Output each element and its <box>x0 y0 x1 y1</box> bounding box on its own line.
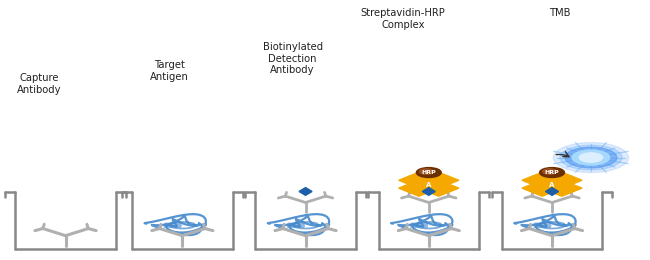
Text: A: A <box>549 182 554 188</box>
Polygon shape <box>398 172 459 196</box>
Circle shape <box>565 147 617 168</box>
Circle shape <box>572 150 610 165</box>
Text: TMB: TMB <box>549 9 570 18</box>
Text: Streptavidin-HRP
Complex: Streptavidin-HRP Complex <box>361 9 445 30</box>
Text: A: A <box>426 182 432 188</box>
Text: HRP: HRP <box>545 170 560 175</box>
Text: HRP: HRP <box>421 170 436 175</box>
Polygon shape <box>522 172 582 196</box>
Polygon shape <box>398 172 459 196</box>
Circle shape <box>553 142 629 173</box>
Polygon shape <box>422 188 436 195</box>
Circle shape <box>413 178 445 191</box>
Text: Capture
Antibody: Capture Antibody <box>18 73 62 95</box>
Polygon shape <box>545 188 558 195</box>
Circle shape <box>540 168 564 178</box>
Circle shape <box>536 178 567 191</box>
Polygon shape <box>299 188 312 195</box>
Circle shape <box>579 153 603 162</box>
Polygon shape <box>522 172 582 196</box>
Circle shape <box>543 169 556 174</box>
Circle shape <box>417 168 441 178</box>
Text: Target
Antigen: Target Antigen <box>150 60 188 82</box>
Circle shape <box>419 169 433 174</box>
Circle shape <box>560 145 622 170</box>
Text: Biotinylated
Detection
Antibody: Biotinylated Detection Antibody <box>263 42 322 75</box>
